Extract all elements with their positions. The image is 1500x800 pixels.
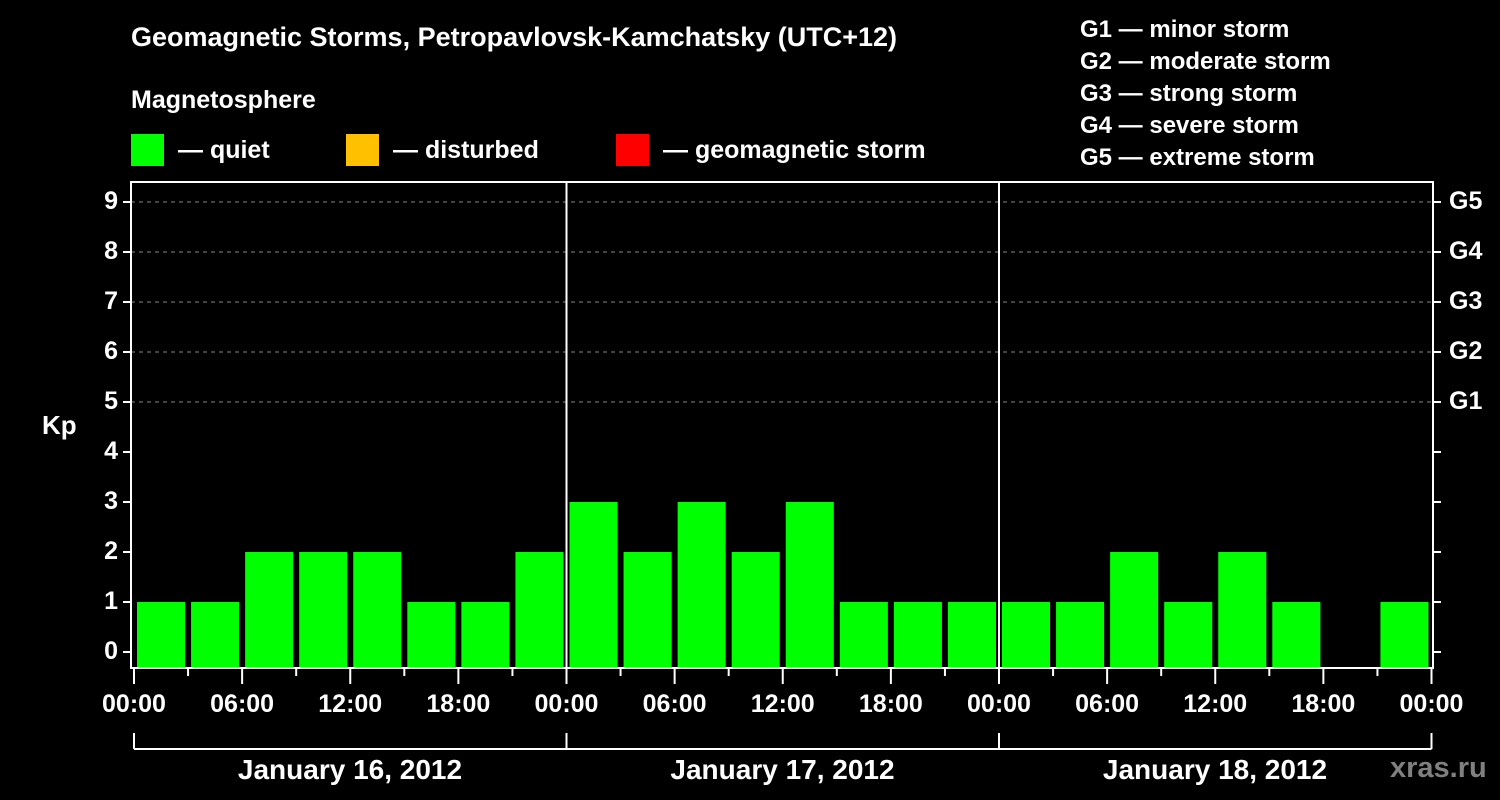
kp-bar: [1272, 602, 1321, 668]
y-axis-label: Kp: [42, 410, 77, 440]
x-tick-label: 12:00: [1183, 690, 1248, 718]
legend-swatch-disturbed: [346, 134, 379, 166]
kp-bar: [1218, 552, 1267, 668]
kp-bar: [1002, 602, 1051, 668]
y-tick-label: 6: [104, 337, 118, 365]
y-tick-label: 5: [104, 387, 118, 415]
legend-swatch-quiet: [131, 134, 164, 166]
legend-quiet: — quiet: [131, 134, 270, 166]
x-tick-label: 00:00: [967, 690, 1031, 718]
kp-bar: [731, 552, 780, 668]
x-tick-label: 06:00: [642, 690, 707, 718]
y-tick-label: 8: [104, 237, 118, 265]
storm-scale-item: G5 — extreme storm: [1080, 144, 1315, 171]
x-tick-label: 18:00: [426, 690, 491, 718]
kp-bar: [1164, 602, 1213, 668]
x-tick-label: 18:00: [858, 690, 923, 718]
kp-bar: [569, 502, 618, 668]
day-label: January 16, 2012: [237, 754, 463, 785]
kp-bar: [1380, 602, 1429, 668]
kp-bar: [353, 552, 402, 668]
storm-scale-legend: G1 — minor storm G2 — moderate storm G3 …: [1080, 14, 1331, 174]
storm-scale-item: G4 — severe storm: [1080, 112, 1299, 139]
kp-bar: [623, 552, 672, 668]
x-tick-label: 00:00: [102, 690, 166, 718]
kp-bar: [299, 552, 348, 668]
kp-bar: [839, 602, 888, 668]
y-tick-label: 2: [104, 537, 118, 565]
g-scale-label: G1: [1449, 387, 1483, 415]
legend-label: — geomagnetic storm: [663, 135, 926, 164]
legend-swatch-storm: [616, 134, 649, 166]
x-tick-label: 06:00: [210, 690, 275, 718]
x-tick-label: 18:00: [1291, 690, 1356, 718]
kp-bar: [407, 602, 456, 668]
kp-bar: [515, 552, 564, 668]
legend-label: — disturbed: [393, 135, 539, 164]
kp-bar: [677, 502, 726, 668]
legend-storm: — geomagnetic storm: [616, 134, 926, 166]
kp-bar: [947, 602, 996, 668]
x-tick-label: 06:00: [1075, 690, 1140, 718]
kp-bar: [893, 602, 942, 668]
day-label: January 17, 2012: [670, 754, 895, 785]
y-tick-label: 1: [104, 587, 118, 615]
legend-label: — quiet: [178, 135, 270, 164]
g-scale-label: G2: [1449, 337, 1483, 365]
y-tick-label: 9: [104, 187, 118, 215]
kp-bar: [137, 602, 186, 668]
x-tick-label: 12:00: [318, 690, 383, 718]
x-tick-label: 00:00: [1399, 690, 1464, 718]
kp-bar: [1056, 602, 1105, 668]
chart-subtitle: Magnetosphere: [131, 86, 316, 114]
y-tick-label: 0: [104, 637, 118, 665]
x-tick-label: 12:00: [750, 690, 815, 718]
legend-disturbed: — disturbed: [346, 134, 539, 166]
storm-scale-item: G1 — minor storm: [1080, 16, 1290, 43]
chart-title: Geomagnetic Storms, Petropavlovsk-Kamcha…: [131, 22, 898, 52]
storm-scale-item: G3 — strong storm: [1080, 80, 1298, 107]
day-label: January 18, 2012: [1102, 754, 1328, 785]
kp-bar: [785, 502, 834, 668]
y-tick-label: 7: [104, 287, 118, 315]
kp-bar: [1110, 552, 1159, 668]
watermark: xras.ru: [1390, 752, 1487, 784]
kp-bar: [461, 602, 510, 668]
kp-bar: [191, 602, 240, 668]
storm-scale-item: G2 — moderate storm: [1080, 48, 1331, 75]
kp-bar: [245, 552, 294, 668]
g-scale-label: G5: [1449, 187, 1483, 215]
x-tick-label: 00:00: [534, 690, 599, 718]
g-scale-label: G3: [1449, 287, 1483, 315]
g-scale-label: G4: [1449, 237, 1483, 265]
y-tick-label: 4: [104, 437, 118, 465]
y-tick-label: 3: [104, 487, 118, 515]
